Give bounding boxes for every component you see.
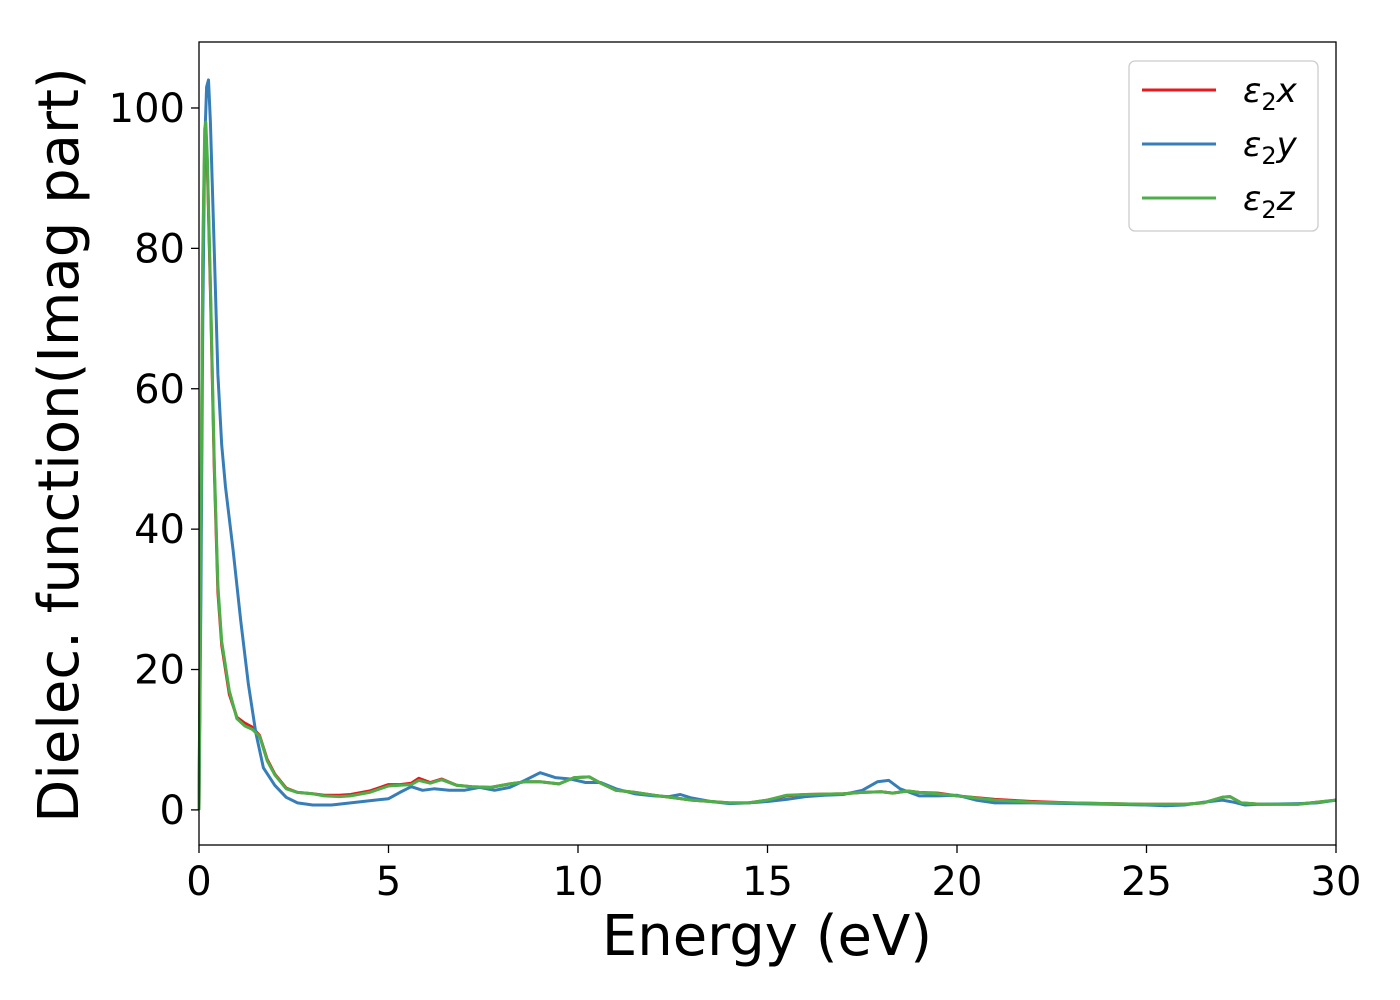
legend-label-x: ε2x: [1243, 71, 1298, 116]
series-line-z: [197, 120, 1337, 810]
y-tick-label: 80: [134, 226, 185, 272]
y-tick-label: 0: [160, 788, 185, 834]
legend-subscript: 2: [1261, 196, 1276, 224]
y-tick-label: 40: [134, 507, 185, 553]
x-tick-label: 0: [186, 859, 211, 905]
legend-symbol: ε: [1243, 71, 1261, 111]
legend-symbol: ε: [1243, 125, 1261, 165]
legend-subscript: 2: [1261, 88, 1276, 116]
legend-component: x: [1276, 71, 1298, 111]
y-axis: 0 20 40 60 80 100: [109, 86, 199, 834]
y-axis-label: Dielec. function(Imag part): [27, 67, 92, 823]
x-axis: 0 5 10 15 20 25 30: [186, 845, 1361, 905]
x-tick-label: 20: [932, 859, 983, 905]
legend-symbol: ε: [1243, 179, 1261, 219]
x-axis-label: Energy (eV): [602, 904, 932, 969]
legend-component: y: [1276, 125, 1298, 165]
x-tick-label: 30: [1311, 859, 1362, 905]
series-lines: [197, 78, 1337, 810]
y-tick-label: 100: [109, 86, 185, 132]
x-tick-label: 25: [1121, 859, 1172, 905]
legend-component: z: [1276, 179, 1296, 219]
x-tick-label: 15: [742, 859, 793, 905]
y-tick-label: 60: [134, 367, 185, 413]
legend-label-y: ε2y: [1243, 125, 1298, 170]
x-tick-label: 5: [376, 859, 401, 905]
y-tick-label: 20: [134, 648, 185, 694]
series-line-x: [197, 131, 1337, 810]
legend-subscript: 2: [1261, 142, 1276, 170]
x-tick-label: 10: [553, 859, 604, 905]
legend-label-z: ε2z: [1243, 179, 1296, 224]
legend-frame: [1128, 60, 1319, 232]
